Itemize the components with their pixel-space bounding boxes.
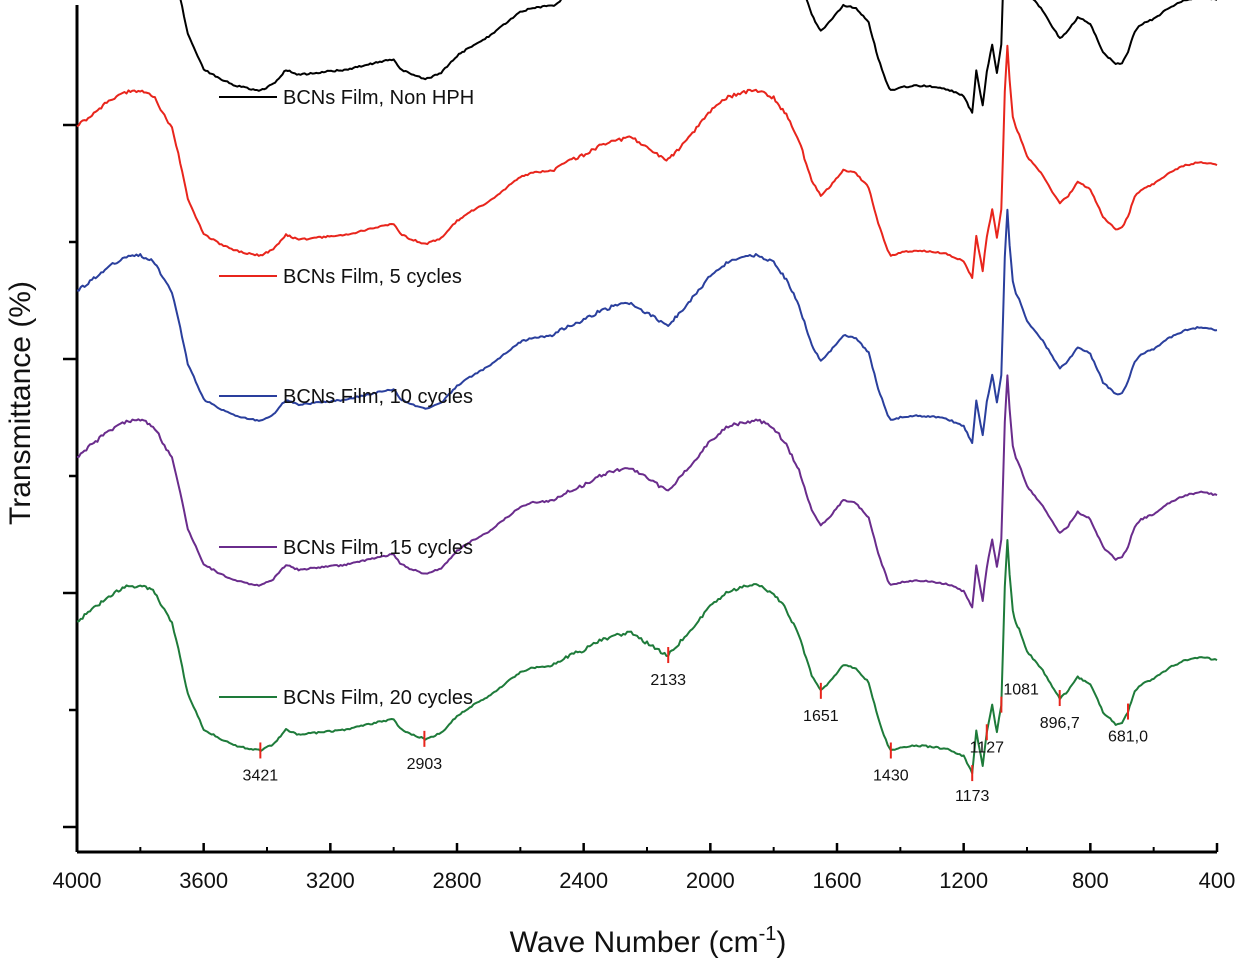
peak-label: 681,0 [1108,729,1148,746]
series-line [76,539,1218,775]
series-line [76,44,1218,279]
axes: 4000 3600 3200 2800 2400 2000 1600 1200 800 400 [53,5,1236,893]
peak-label: 2903 [407,756,443,773]
x-tick-label: 4000 [53,868,102,893]
peak-label: 1081 [1003,682,1039,699]
peak-label: 2133 [650,672,686,689]
peak-label: 1430 [873,767,909,784]
x-axis-title: Wave Number (cm-1) [510,923,787,959]
series-layer [76,0,1218,775]
peak-label: 3421 [243,767,279,784]
x-tick-label: 2400 [559,868,608,893]
legend-label: BCNs Film, 20 cycles [283,687,473,709]
x-tick-label: 1200 [939,868,988,893]
series-line [76,208,1218,444]
x-tick-label: 400 [1199,868,1236,893]
peak-label: 1173 [955,788,990,805]
x-tick-label: 3600 [179,868,228,893]
peak-label: 1651 [803,708,839,725]
peak-label: 896,7 [1040,715,1080,732]
legend-label: BCNs Film, 15 cycles [283,537,473,559]
legend-label: BCNs Film, 10 cycles [283,386,473,408]
x-tick-label: 1600 [813,868,862,893]
legend-label: BCNs Film, 5 cycles [283,266,462,288]
legend-label: BCNs Film, Non HPH [283,87,474,109]
series-line [179,0,1218,114]
x-tick-label: 800 [1072,868,1109,893]
y-axis-title: Transmittance (%) [4,281,37,525]
peak-label: 1127 [970,739,1005,756]
x-tick-label: 2800 [433,868,482,893]
x-tick-label: 2000 [686,868,735,893]
series-line [76,374,1218,609]
x-tick-label: 3200 [306,868,355,893]
legend: BCNs Film, Non HPH BCNs Film, 5 cycles BCN… [219,87,474,709]
